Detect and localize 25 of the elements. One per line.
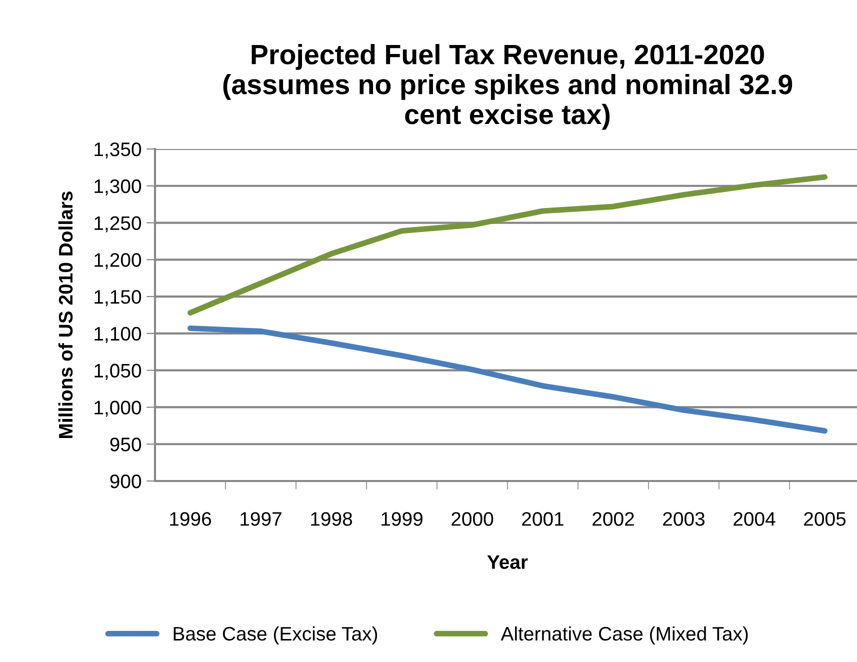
- legend-label: Alternative Case (Mixed Tax): [500, 626, 748, 644]
- y-tick-label: 1,350: [94, 142, 142, 159]
- y-tick-label: 1,050: [94, 364, 142, 380]
- legend-label: Base Case (Excise Tax): [174, 626, 378, 644]
- y-tick-label: 1,100: [94, 326, 142, 343]
- x-tick-label: 1999: [382, 512, 422, 526]
- y-tick-label: 1,250: [94, 216, 142, 232]
- x-tick-label: 2000: [452, 512, 494, 526]
- x-axis-title: Year: [487, 555, 528, 569]
- x-tick-label: 2005: [804, 512, 846, 526]
- y-tick-label: 900: [110, 474, 142, 488]
- x-tick-label: 2001: [522, 512, 564, 526]
- x-tick-label: 2002: [592, 512, 634, 526]
- x-tick-label: 1998: [311, 512, 352, 526]
- y-tick-label: 1,200: [94, 253, 142, 270]
- x-tick-label: 1997: [240, 512, 282, 526]
- x-tick-label: 2004: [734, 512, 776, 526]
- y-tick-label: 950: [110, 438, 142, 452]
- chart-title: Projected Fuel Tax Revenue, 2011-2020 (assumes no price spikes and nominal 32.9 cent excise tax): [223, 44, 792, 130]
- x-tick-label: 1996: [170, 512, 212, 526]
- y-tick-label: 1,300: [94, 179, 142, 196]
- x-tick-label: 2003: [663, 512, 705, 526]
- y-tick-label: 1,150: [94, 290, 142, 306]
- y-tick-label: 1,000: [94, 400, 142, 417]
- y-axis-title: Millions of US 2010 Dollars: [58, 192, 73, 438]
